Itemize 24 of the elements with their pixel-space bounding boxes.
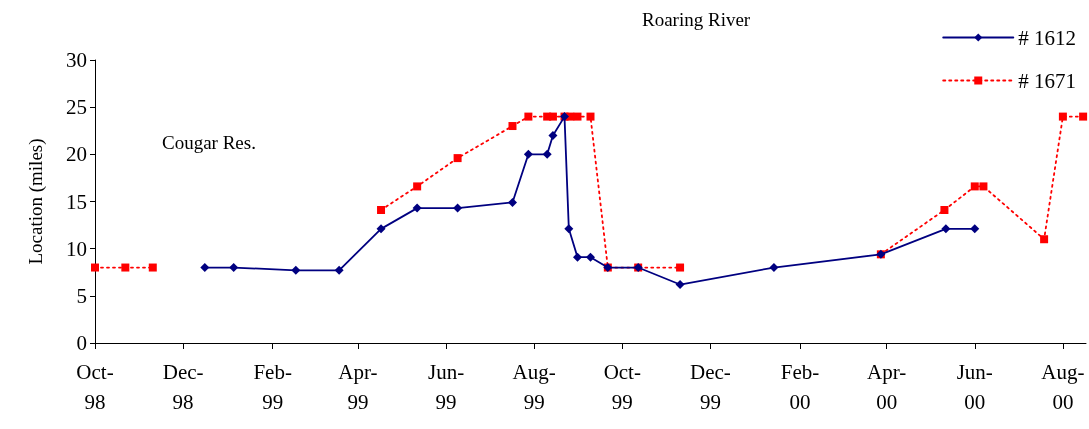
text: Roaring River bbox=[642, 9, 751, 30]
y-axis-title: Location (miles) bbox=[25, 138, 47, 265]
x-tick-label: Dec- 98 bbox=[162, 360, 204, 414]
y-tick-label: 5 bbox=[76, 283, 87, 308]
x-tick-label: Oct- 98 bbox=[76, 360, 114, 414]
y-tick-label: 0 bbox=[76, 331, 87, 355]
y-tick-label: 30 bbox=[66, 48, 87, 72]
x-tick-label: Feb- 99 bbox=[253, 360, 292, 414]
x-tick-label: Oct- 99 bbox=[603, 360, 641, 414]
x-tick-label: Feb- 00 bbox=[780, 360, 820, 414]
legend-label: # 1612 bbox=[1018, 25, 1076, 50]
x-tick-label: Aug- 99 bbox=[512, 360, 556, 414]
y-tick-label: 10 bbox=[66, 236, 87, 261]
x-tick-label: Jun- 99 bbox=[427, 360, 465, 414]
x-tick-label: Dec- 99 bbox=[690, 360, 731, 414]
y-tick-label: 25 bbox=[66, 95, 87, 120]
x-tick-label: Aug- 00 bbox=[1041, 360, 1085, 414]
x-tick-label: Apr- 00 bbox=[867, 360, 907, 414]
x-tick-label: Apr- 99 bbox=[338, 360, 378, 414]
legend-label: # 1671 bbox=[1018, 68, 1076, 93]
annotation: Cougar Res. bbox=[162, 132, 256, 153]
x-tick-label: Jun- 00 bbox=[956, 360, 993, 414]
y-tick-label: 15 bbox=[66, 189, 87, 214]
y-tick-label: 20 bbox=[66, 142, 87, 167]
